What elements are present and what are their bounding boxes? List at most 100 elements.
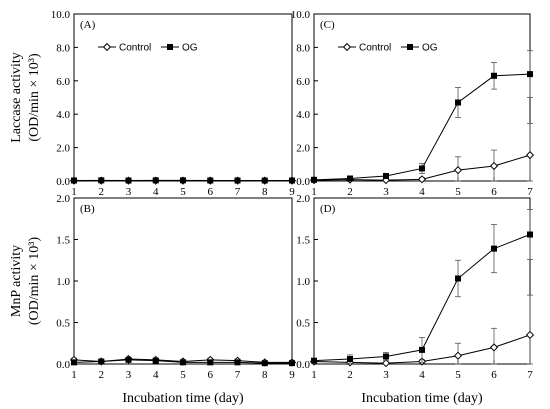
panel-label: (D) xyxy=(320,203,336,215)
data-point xyxy=(207,177,214,184)
data-point xyxy=(527,71,533,78)
panel-label: (A) xyxy=(80,19,96,31)
x-tick-label: 6 xyxy=(491,369,497,381)
data-point xyxy=(98,177,105,184)
y-tick-label: 0.0 xyxy=(56,176,70,188)
x-tick-label: 5 xyxy=(455,369,461,381)
panel-a: 0.0 2.0 4.0 6.0 8.0 10.0 1 2 3 4 5 6 7 8 9 (A) Control OG… xyxy=(9,9,297,198)
x-tick-label: 4 xyxy=(419,369,425,381)
data-point xyxy=(491,245,497,252)
legend: Control OG xyxy=(338,43,438,54)
data-point xyxy=(453,166,463,175)
plot-frame xyxy=(73,197,293,365)
data-point xyxy=(261,177,268,184)
data-point xyxy=(525,151,535,160)
y-tick-label: 2.0 xyxy=(296,143,310,155)
y-tick-label: 4.0 xyxy=(296,109,310,121)
x-tick-label: 4 xyxy=(419,186,425,198)
x-tick-label: 8 xyxy=(262,186,268,198)
plot-frame xyxy=(313,13,531,182)
y-tick-label: 6.0 xyxy=(56,76,70,88)
data-point xyxy=(381,359,391,368)
data-point xyxy=(417,175,427,184)
data-point xyxy=(383,172,389,179)
data-point xyxy=(311,176,317,183)
series-og xyxy=(311,209,533,364)
data-point xyxy=(525,330,535,340)
data-point xyxy=(98,358,105,365)
data-point xyxy=(71,359,77,366)
x-tick-label: 9 xyxy=(289,186,295,198)
y-tick-label: 2.0 xyxy=(56,193,70,205)
legend-label: Control xyxy=(119,43,151,54)
data-point xyxy=(234,177,241,184)
x-tick-label: 5 xyxy=(180,369,186,381)
x-tick-label: 7 xyxy=(527,186,533,198)
data-point xyxy=(152,177,159,184)
x-tick-label: 3 xyxy=(383,186,389,198)
data-point xyxy=(381,176,391,185)
data-point xyxy=(347,356,353,363)
data-point xyxy=(489,161,499,171)
legend-marker xyxy=(167,44,173,50)
legend-marker xyxy=(342,42,352,52)
data-point xyxy=(489,343,499,352)
x-tick-label: 3 xyxy=(126,186,132,198)
y-tick-label: 1.5 xyxy=(56,235,70,247)
legend-label: OG xyxy=(422,43,438,54)
y-tick-label: 0.5 xyxy=(296,318,310,330)
data-point xyxy=(491,72,497,79)
data-point xyxy=(125,356,132,363)
data-point xyxy=(71,177,77,184)
data-point xyxy=(261,360,268,367)
data-point xyxy=(419,165,425,172)
series-og xyxy=(311,50,533,183)
panel-c: 0.0 2.0 4.0 6.0 8.0 10.0 1 2 3 4 5 6 7 (C) Control OG xyxy=(291,9,535,198)
legend-label: Control xyxy=(359,43,391,54)
y-tick-label: 8.0 xyxy=(56,42,70,54)
data-point xyxy=(180,177,186,184)
data-point xyxy=(453,351,463,360)
x-tick-label: 5 xyxy=(455,186,461,198)
y-tick-label: 0.0 xyxy=(56,359,70,371)
x-tick-label: 3 xyxy=(383,369,389,381)
data-point xyxy=(207,359,214,366)
x-tick-label: 9 xyxy=(289,369,295,381)
y-tick-label: 10.0 xyxy=(291,9,311,21)
data-point xyxy=(419,346,425,353)
x-tick-label: 5 xyxy=(180,186,186,198)
panel-label: (B) xyxy=(80,203,95,215)
series-control xyxy=(309,122,535,185)
data-point xyxy=(455,99,461,106)
legend: Control OG xyxy=(98,43,198,54)
y-tick-label: 0.5 xyxy=(56,318,70,330)
x-tick-label: 8 xyxy=(262,369,268,381)
x-tick-label: 6 xyxy=(491,186,497,198)
y-tick-label: 1.0 xyxy=(56,276,70,288)
x-tick-label: 7 xyxy=(235,369,241,381)
x-tick-label: 1 xyxy=(311,186,317,198)
y-tick-label: 1.0 xyxy=(296,276,310,288)
y-tick-label: 6.0 xyxy=(296,76,310,88)
y-tick-label: 2.0 xyxy=(296,193,310,205)
series-og xyxy=(71,356,295,367)
data-point xyxy=(383,353,389,360)
x-tick-label: 2 xyxy=(347,369,353,381)
y-tick-label: 2.0 xyxy=(56,143,70,155)
x-tick-label: 2 xyxy=(347,186,353,198)
x-tick-label: 1 xyxy=(311,369,317,381)
y-axis-unit: (OD/min × 10³) xyxy=(27,237,42,326)
y-tick-label: 1.5 xyxy=(296,235,310,247)
y-tick-label: 0.0 xyxy=(296,359,310,371)
x-tick-label: 4 xyxy=(153,186,159,198)
panel-label: (C) xyxy=(320,19,335,31)
y-axis-title: MnP activity xyxy=(9,245,24,317)
x-tick-label: 3 xyxy=(126,369,132,381)
y-axis-title: Laccase activity xyxy=(9,52,24,143)
data-point xyxy=(234,359,241,366)
panel-d: 0.0 0.5 1.0 1.5 2.0 1 2 3 4 5 6 7 (D) Incubation time… xyxy=(296,193,535,406)
x-axis-title: Incubation time (day) xyxy=(122,391,244,406)
x-tick-label: 6 xyxy=(208,369,214,381)
x-tick-label: 7 xyxy=(235,186,241,198)
data-point xyxy=(347,175,353,182)
